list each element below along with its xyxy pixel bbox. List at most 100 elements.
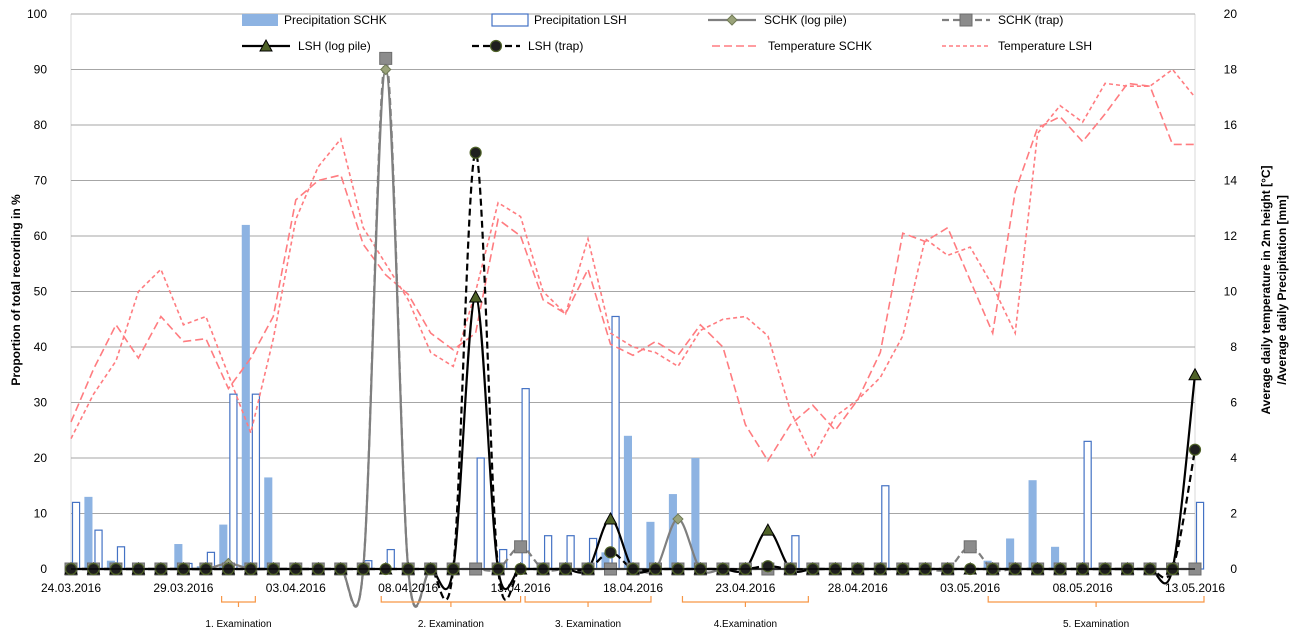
legend-label: Precipitation SCHK [284,13,387,27]
y2-tick-label: 16 [1224,118,1238,132]
bar-precip-schk [84,496,93,569]
legend-label: LSH (log pile) [298,39,371,53]
legend-label: Precipitation LSH [534,13,627,27]
y-tick-label: 60 [34,229,48,243]
bar-precip-lsh [71,501,81,570]
y2-axis-title-line1: Average daily temperature in 2m height [… [1259,165,1273,414]
examination-label: 4.Examination [714,619,777,630]
y2-tick-label: 12 [1224,229,1238,243]
y2-tick-label: 18 [1224,63,1238,77]
y-axis-title: Proportion of total recording in % [9,194,23,386]
examination-brackets: 1. Examination 2. Examination 3. Examinati… [205,596,1205,630]
legend-label: LSH (trap) [528,39,583,53]
y-tick-label: 70 [34,174,48,188]
x-tick-label: 03.05.2016 [940,581,1000,595]
bar-precip-schk [241,224,250,569]
examination-bracket [221,596,256,607]
x-tick-label: 28.04.2016 [828,581,888,595]
bar-precip-schk [174,544,183,569]
line-temperature-schk [70,82,1195,463]
bar-precip-schk [646,521,655,569]
x-tick-label: 13.05.2016 [1165,581,1225,595]
y-tick-label: 80 [34,118,48,132]
legend-label: SCHK (log pile) [764,13,847,27]
marker-lsh-trap [1188,443,1202,456]
x-tick-label: 24.03.2016 [41,581,101,595]
bar-precip-lsh [1083,440,1092,570]
marker-lsh-trap [761,560,774,573]
x-tick-label: 13.04.2016 [491,581,551,595]
legend-label: Temperature LSH [998,39,1092,53]
bars [71,224,1205,570]
marker-lsh-trap [469,146,482,159]
bar-precip-lsh [881,485,890,570]
y-tick-label: 30 [34,396,48,410]
y2-tick-label: 20 [1224,7,1238,21]
examination-label: 3. Examination [555,619,621,630]
marker-schk-log-pile [672,513,684,525]
line-lsh-log-pile [71,295,1197,591]
marker-schk-log-pile [380,63,392,76]
examination-label: 1. Examination [205,619,271,630]
y2-tick-label: 0 [1230,562,1237,576]
legend-label: SCHK (trap) [998,13,1063,27]
legend-marker-lsh-trap [489,39,503,53]
examination-bracket [380,596,522,607]
bar-precip-schk [601,552,610,569]
bar-precip-schk [668,494,677,569]
marker-lsh-log-pile [603,512,618,525]
y2-axis-title-line2: /Average daily Precipitation [mm] [1275,195,1289,385]
x-tick-label: 08.05.2016 [1053,581,1113,595]
legend: Precipitation SCHK Precipitation LSH SCHK … [242,13,1092,53]
x-tick-label: 03.04.2016 [266,581,326,595]
examination-label: 2. Examination [418,619,484,630]
legend-label: Temperature SCHK [768,39,872,53]
examination-bracket [524,596,652,607]
y2-tick-label: 4 [1230,451,1237,465]
legend-swatch-precip-schk [242,14,278,26]
x-tick-label: 23.04.2016 [715,581,775,595]
line-schk-trap [71,57,1195,608]
marker-lsh-log-pile [1188,367,1202,381]
bar-precip-schk [623,435,632,569]
bar-precip-schk [691,458,700,569]
marker-schk-trap [963,540,977,554]
marker-lsh-log-pile [761,523,775,536]
marker-schk-trap [514,540,528,554]
x-tick-label: 29.03.2016 [153,581,213,595]
y-tick-label: 0 [40,562,47,576]
legend-marker-lsh-log-pile [259,38,273,52]
line-lsh-trap [71,151,1197,601]
marker-lsh-log-pile [468,290,483,303]
line-schk-log-pile [71,68,1195,607]
bar-precip-schk [1028,480,1037,569]
y-tick-label: 40 [34,340,48,354]
y2-tick-label: 2 [1230,507,1237,521]
y-tick-label: 20 [34,451,48,465]
axes: 0 10 20 30 40 50 60 70 80 90 100 0 2 4 6 8 10 12 14 16 18 20 2… [27,7,1237,595]
y-tick-label: 100 [27,7,47,21]
y2-tick-label: 6 [1230,396,1237,410]
examination-label: 5. Examination [1063,619,1129,630]
bar-precip-schk [1051,546,1060,569]
x-tick-label: 08.04.2016 [378,581,438,595]
legend-marker-schk-trap [959,13,973,27]
y-tick-label: 50 [34,285,48,299]
bar-precip-lsh [1195,501,1205,570]
bar-precip-schk [1006,538,1015,569]
legend-marker-schk-log-pile [726,14,738,26]
y2-tick-label: 8 [1230,340,1237,354]
x-tick-label: 18.04.2016 [603,581,663,595]
examination-bracket [681,596,809,607]
bar-precip-schk [264,477,273,569]
bar-precip-lsh [476,457,485,570]
y-tick-label: 10 [34,507,48,521]
bar-precip-lsh [229,393,238,570]
bar-precip-schk [219,524,228,569]
line-temperature-lsh [70,68,1196,460]
examination-bracket [987,596,1205,607]
marker-schk-trap [379,51,393,65]
gridlines [70,13,1196,570]
y2-tick-label: 14 [1224,174,1238,188]
